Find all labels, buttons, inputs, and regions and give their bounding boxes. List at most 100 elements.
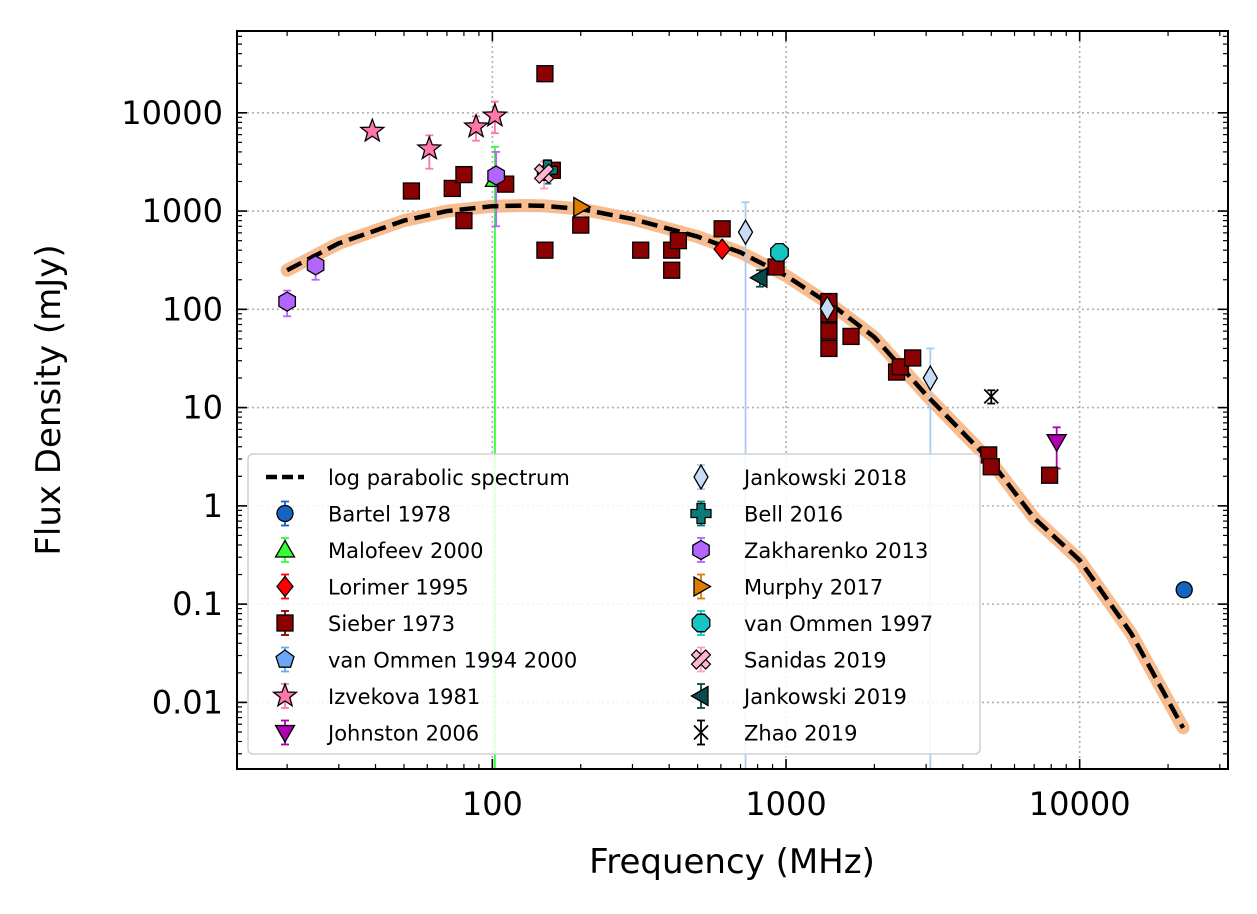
- jankowski-2018-point: [737, 218, 754, 246]
- legend-zakharenko-2013: Zakharenko 2013: [692, 537, 928, 563]
- legend-jankowski-2018: Jankowski 2018: [693, 463, 907, 491]
- x-axis-label: Frequency (MHz): [589, 842, 875, 882]
- y-tick-label: 1: [203, 487, 223, 525]
- izvekova-1981-point: [462, 112, 490, 139]
- legend-log-parabolic-spectrum-label: log parabolic spectrum: [328, 466, 570, 490]
- sieber-1973-point: [669, 232, 688, 250]
- sieber-1973-point: [904, 349, 922, 367]
- legend-jankowski-2019-marker: [690, 685, 709, 707]
- legend-bartel-1978-label: Bartel 1978: [328, 503, 451, 527]
- legend-van-ommen-1997-label: van Ommen 1997: [744, 612, 933, 636]
- legend-murphy-2017: Murphy 2017: [693, 573, 883, 600]
- zakharenko-2013-point: [278, 291, 297, 312]
- legend-box: [247, 453, 981, 755]
- legend-malofeev-2000-label: Malofeev 2000: [328, 539, 483, 563]
- jankowski-2018-point: [819, 295, 836, 322]
- legend-sieber-1973: Sieber 1973: [276, 610, 455, 636]
- sieber-1973-point: [455, 165, 473, 184]
- lorimer-1995-point: [713, 238, 731, 261]
- legend-johnston-2006-label: Johnston 2006: [326, 722, 479, 746]
- x-tick-label: 1000: [745, 785, 826, 823]
- legend-bell-2016: Bell 2016: [690, 500, 843, 527]
- legend-zhao-2019-marker: [693, 724, 709, 741]
- legend: log parabolic spectrum Bartel 1978 Malofee…: [247, 453, 981, 755]
- sieber-1973-point: [982, 458, 1000, 476]
- sieber-1973-point: [536, 65, 554, 83]
- legend-jankowski-2019-label: Jankowski 2019: [742, 685, 907, 709]
- legend-izvekova-1981-label: Izvekova 1981: [328, 685, 480, 709]
- y-tick-label: 1000: [142, 192, 223, 230]
- legend-bell-2016-label: Bell 2016: [744, 503, 843, 527]
- sieber-1973-point: [402, 182, 421, 200]
- y-tick-label: 10000: [121, 94, 223, 132]
- plot-frame: [236, 30, 1229, 770]
- legend-lorimer-1995-label: Lorimer 1995: [328, 576, 469, 600]
- legend-bell-2016-marker: [690, 502, 712, 525]
- sieber-1973-point: [572, 216, 590, 234]
- legend-sanidas-2019-label: Sanidas 2019: [744, 649, 887, 673]
- legend-van-ommen-1997: van Ommen 1997: [691, 610, 933, 636]
- y-tick-label: 0.01: [152, 683, 223, 721]
- legend-van-ommen-1997-marker: [691, 613, 711, 633]
- legend-sieber-1973-label: Sieber 1973: [328, 612, 455, 636]
- y-tick-label: 100: [162, 290, 223, 328]
- sieber-1973-point: [663, 261, 681, 279]
- zakharenko-2013-point: [306, 255, 325, 276]
- sieber-1973-point: [842, 327, 860, 346]
- sanidas-2019-point: [533, 163, 555, 185]
- zhao-2019-point-stroke: [983, 388, 999, 405]
- jankowski-2018-point: [922, 364, 939, 392]
- legend-zhao-2019-marker-stroke: [693, 724, 709, 741]
- legend-jankowski-2018-label: Jankowski 2018: [742, 466, 907, 490]
- jankowski-2019-point: [749, 266, 768, 289]
- legend-zakharenko-2013-label: Zakharenko 2013: [744, 539, 928, 563]
- legend-izvekova-1981-marker: [271, 682, 299, 708]
- sieber-1973-point: [713, 220, 731, 238]
- legend-izvekova-1981: Izvekova 1981: [271, 682, 480, 709]
- sieber-1973-point: [443, 179, 461, 198]
- legend-jankowski-2019: Jankowski 2019: [690, 683, 907, 709]
- legend-malofeev-2000-marker: [274, 539, 296, 558]
- x-tick-label: 100: [462, 785, 523, 823]
- legend-sanidas-2019-marker: [690, 649, 712, 670]
- legend-johnston-2006: Johnston 2006: [274, 719, 479, 746]
- murphy-2017-point: [573, 196, 592, 218]
- sieber-1973-point: [455, 211, 473, 230]
- zhao-2019-point: [983, 388, 999, 405]
- legend-jankowski-2018-marker: [693, 463, 709, 491]
- sieber-1973-point: [820, 339, 838, 358]
- izvekova-1981-point: [481, 101, 509, 128]
- y-tick-label: 10: [182, 389, 223, 427]
- x-tick-label: 10000: [1029, 785, 1131, 823]
- legend-sieber-1973-marker: [276, 614, 294, 632]
- izvekova-1981-point: [359, 117, 386, 143]
- legend-lorimer-1995-marker: [276, 575, 294, 598]
- legend-lorimer-1995: Lorimer 1995: [276, 573, 469, 600]
- van-ommen-1997-point: [770, 242, 789, 262]
- data-markers: [278, 65, 1193, 599]
- y-axis-label: Flux Density (mJy): [29, 244, 69, 555]
- legend-log-parabolic-spectrum: log parabolic spectrum: [266, 466, 570, 490]
- bartel-1978-point: [1175, 581, 1193, 599]
- y-tick-label: 0.1: [172, 585, 223, 623]
- legend-johnston-2006-marker: [274, 724, 296, 744]
- sieber-1973-point: [820, 322, 838, 340]
- legend-sanidas-2019: Sanidas 2019: [690, 646, 887, 673]
- legend-van-ommen-1994-2000-marker: [275, 649, 295, 668]
- legend-sanidas-2019-marker-arm: [690, 649, 712, 670]
- legend-bartel-1978-marker: [276, 504, 294, 523]
- legend-zakharenko-2013-marker: [692, 539, 710, 561]
- legend-zhao-2019-label: Zhao 2019: [744, 722, 858, 746]
- sieber-1973-point: [536, 241, 554, 259]
- legend-murphy-2017-label: Murphy 2017: [744, 576, 883, 600]
- legend-van-ommen-1994-2000-label: van Ommen 1994 2000: [328, 649, 577, 673]
- legend-van-ommen-1994-2000: van Ommen 1994 2000: [275, 646, 577, 673]
- zakharenko-2013-point: [487, 165, 506, 186]
- sieber-1973-point: [632, 241, 650, 259]
- axes: 100 1000 10000 0.01 0.1 1 10 100 1000 10000: [121, 30, 1229, 823]
- sanidas-2019-point-arm: [533, 163, 555, 185]
- johnston-2006-point: [1045, 434, 1068, 453]
- legend-malofeev-2000: Malofeev 2000: [274, 537, 483, 563]
- legend-zhao-2019: Zhao 2019: [693, 719, 858, 746]
